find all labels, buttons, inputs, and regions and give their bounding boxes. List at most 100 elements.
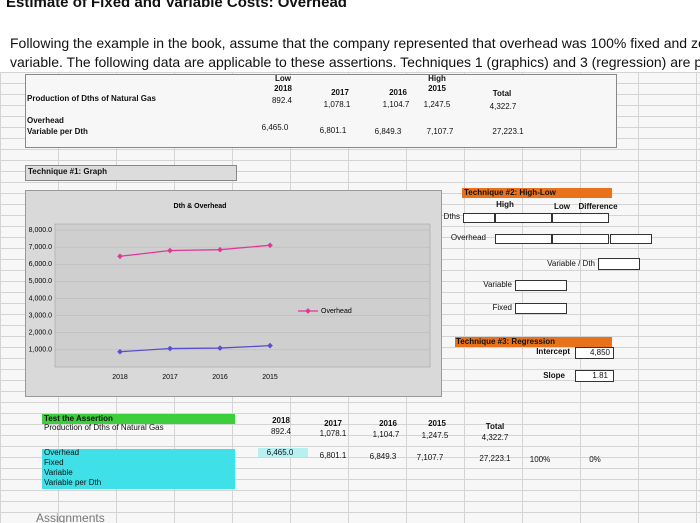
y-tick-label: 1,000.0 — [29, 347, 52, 354]
cell: 1,247.5 — [421, 431, 449, 440]
row-label: Variable — [483, 280, 512, 289]
year: 2015 — [428, 84, 446, 93]
row-label: Production of Dths of Natural Gas — [44, 423, 164, 432]
y-tick-label: 2,000.0 — [29, 330, 52, 337]
cell: 27,223.1 — [479, 454, 511, 463]
row-label: Variable per Dth — [44, 478, 102, 487]
section-title: Technique #2: High-Low — [464, 188, 556, 197]
cell: 6,801.1 — [319, 451, 347, 460]
cell: 1,104.7 — [372, 430, 400, 439]
cell: 4,322.7 — [481, 433, 509, 442]
input-cell — [552, 213, 609, 223]
y-tick-label: 6,000.0 — [29, 261, 52, 268]
footer-text: Assignments — [36, 511, 105, 523]
cell: 7,107.7 — [426, 127, 454, 136]
cell: 6,465.0 — [266, 448, 294, 457]
year: 2018 — [272, 416, 290, 425]
cell: 4,850 — [589, 348, 610, 357]
data-line — [119, 244, 271, 257]
section-title: Technique #3: Regression — [456, 337, 555, 346]
section-title: Technique #1: Graph — [28, 167, 107, 176]
chart-title: Dth & Overhead — [174, 203, 227, 210]
cell: 1,078.1 — [319, 429, 347, 438]
input-cell — [515, 303, 567, 314]
input-cell — [575, 370, 614, 382]
cell: 1.81 — [592, 371, 608, 380]
y-tick-label: 3,000.0 — [29, 312, 52, 319]
input-block — [42, 449, 235, 489]
section-header — [455, 337, 612, 347]
intro-line: variable. The following data are applica… — [10, 54, 700, 70]
cell: 1,078.1 — [323, 100, 351, 109]
y-tick-label: 4,000.0 — [29, 295, 52, 302]
cell: 1,104.7 — [382, 100, 410, 109]
cell: 7,107.7 — [416, 453, 444, 462]
row-label: Variable per Dth — [27, 127, 88, 136]
row-label: Dths — [443, 212, 460, 221]
section-title: Test the Assertion — [44, 414, 113, 423]
section-box — [25, 74, 617, 148]
x-tick-label: 2017 — [162, 374, 178, 381]
data-line — [119, 344, 271, 353]
header-cell: Low — [554, 202, 570, 211]
data-point — [267, 242, 273, 249]
year: 2016 — [389, 88, 407, 97]
legend-label: Overhead — [321, 308, 352, 315]
input-cell — [598, 258, 640, 270]
data-point — [167, 247, 173, 254]
year: 2017 — [324, 419, 342, 428]
header-cell: Total — [485, 422, 505, 431]
section-header — [462, 188, 612, 198]
y-tick-label: 7,000.0 — [29, 244, 52, 251]
header-cell: Low — [275, 74, 291, 83]
input-cell — [575, 347, 614, 359]
data-point — [117, 253, 123, 260]
y-tick-label: 5,000.0 — [29, 278, 52, 285]
header-cell: Total — [492, 89, 512, 98]
data-point — [217, 345, 223, 351]
header-cell: High — [496, 200, 514, 209]
input-cell — [552, 234, 609, 244]
input-cell — [495, 213, 552, 223]
input-cell — [610, 234, 652, 244]
row-label: Variable — [44, 468, 73, 477]
section-header — [42, 414, 235, 424]
header-cell: High — [428, 74, 446, 83]
year: 2015 — [428, 419, 446, 428]
data-point — [267, 342, 273, 349]
row-label: Overhead — [44, 448, 80, 457]
year: 2018 — [274, 84, 292, 93]
cell: 4,322.7 — [489, 102, 517, 111]
section-header — [25, 165, 237, 181]
row-label: Production of Dths of Natural Gas — [27, 94, 156, 103]
data-point — [117, 348, 123, 355]
row-label: Overhead — [27, 116, 64, 125]
header-cell: Difference — [578, 202, 618, 211]
year: 2017 — [331, 88, 349, 97]
input-cell — [258, 448, 308, 457]
cell: 892.4 — [271, 96, 293, 105]
row-label: Slope — [543, 371, 565, 380]
row-label: Fixed — [44, 458, 64, 467]
cell: 6,849.3 — [374, 127, 402, 136]
cell: 6,849.3 — [369, 452, 397, 461]
row-label: Fixed — [492, 303, 512, 312]
cell: 6,465.0 — [261, 123, 289, 132]
cell: 1,247.5 — [423, 100, 451, 109]
row-label: Intercept — [536, 347, 570, 356]
input-cell — [463, 213, 495, 223]
plot-area — [54, 223, 431, 368]
page-title: Estimate of Fixed and Variable Costs: Ov… — [6, 0, 347, 11]
data-point — [167, 345, 173, 352]
input-cell — [495, 234, 552, 244]
row-label: Overhead — [450, 233, 486, 242]
cell: 892.4 — [270, 427, 292, 436]
cell: 6,801.1 — [319, 126, 347, 135]
x-tick-label: 2015 — [262, 374, 278, 381]
intro-line: Following the example in the book, assum… — [10, 35, 700, 51]
input-cell — [515, 280, 567, 291]
cell: 27,223.1 — [492, 127, 524, 136]
legend-marker — [305, 308, 311, 314]
